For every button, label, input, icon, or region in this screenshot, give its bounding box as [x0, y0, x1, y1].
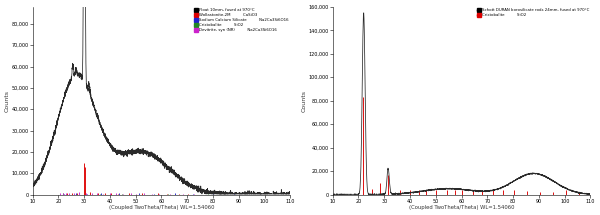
Legend: Schott DURAN borosilicate rods 24mm, fused at 970°C, Cristobalite          SiO2: Schott DURAN borosilicate rods 24mm, fus…	[476, 8, 590, 18]
X-axis label: (Coupled TwoTheta/Theta) WL=1.54060: (Coupled TwoTheta/Theta) WL=1.54060	[109, 205, 214, 210]
Y-axis label: Counts: Counts	[302, 90, 307, 112]
Legend: Float 10mm, fused at 970°C, Wollastonite-2M          CaSiO3, Sodium Calcium Sili: Float 10mm, fused at 970°C, Wollastonite…	[194, 8, 289, 33]
Y-axis label: Counts: Counts	[5, 90, 10, 112]
X-axis label: (Coupled TwoTheta/Theta) WL=1.54060: (Coupled TwoTheta/Theta) WL=1.54060	[409, 205, 514, 210]
